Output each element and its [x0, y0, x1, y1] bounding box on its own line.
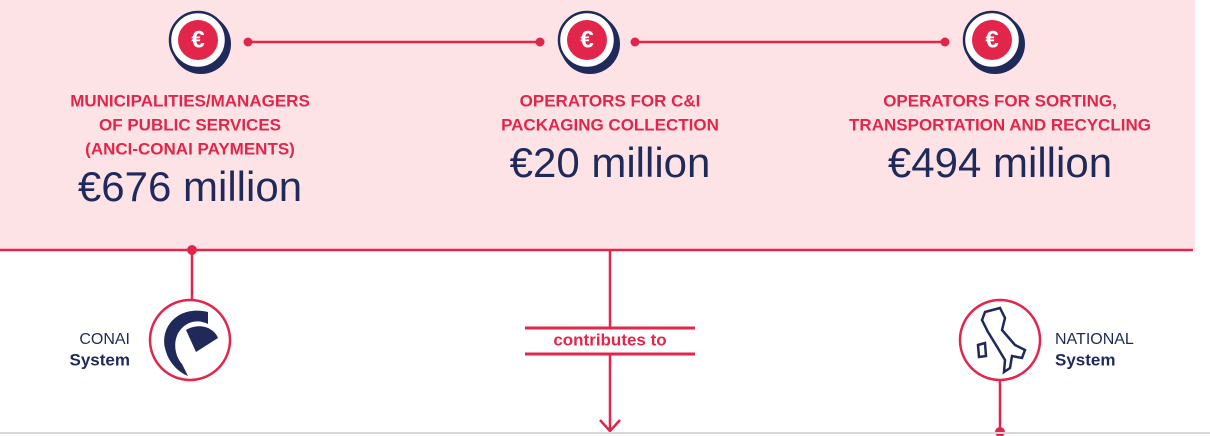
payment-label: TRANSPORTATION AND RECYCLING: [849, 115, 1151, 134]
conai-icon: [148, 298, 232, 382]
left-system-name: System: [70, 350, 130, 369]
payment-amount: €676 million: [78, 163, 302, 210]
connection-dots: [187, 37, 1005, 436]
coin-face: [567, 20, 607, 60]
payment-label: MUNICIPALITIES/MANAGERS: [70, 91, 310, 110]
coin-symbol: €: [580, 26, 593, 53]
payment-label: OPERATORS FOR C&I: [520, 91, 701, 110]
payment-label: OF PUBLIC SERVICES: [99, 115, 281, 134]
connections: [0, 40, 1193, 433]
left-system-prefix: CONAI: [79, 331, 130, 348]
right-system-name: System: [1055, 350, 1115, 369]
coin-face: [972, 20, 1012, 60]
payment-amount: €494 million: [888, 139, 1112, 186]
connector-box: [525, 327, 695, 354]
payment-label: (ANCI-CONAI PAYMENTS): [85, 139, 295, 158]
payment-amount: €20 million: [510, 139, 711, 186]
payment-label: PACKAGING COLLECTION: [501, 115, 719, 134]
payment-label: OPERATORS FOR SORTING,: [883, 91, 1117, 110]
connector-label: contributes to: [553, 330, 666, 349]
coin-face: [178, 20, 218, 60]
italy-icon: [958, 298, 1042, 382]
coin-symbol: €: [985, 26, 998, 53]
coin-symbol: €: [191, 26, 204, 53]
right-system-prefix: NATIONAL: [1055, 331, 1134, 348]
